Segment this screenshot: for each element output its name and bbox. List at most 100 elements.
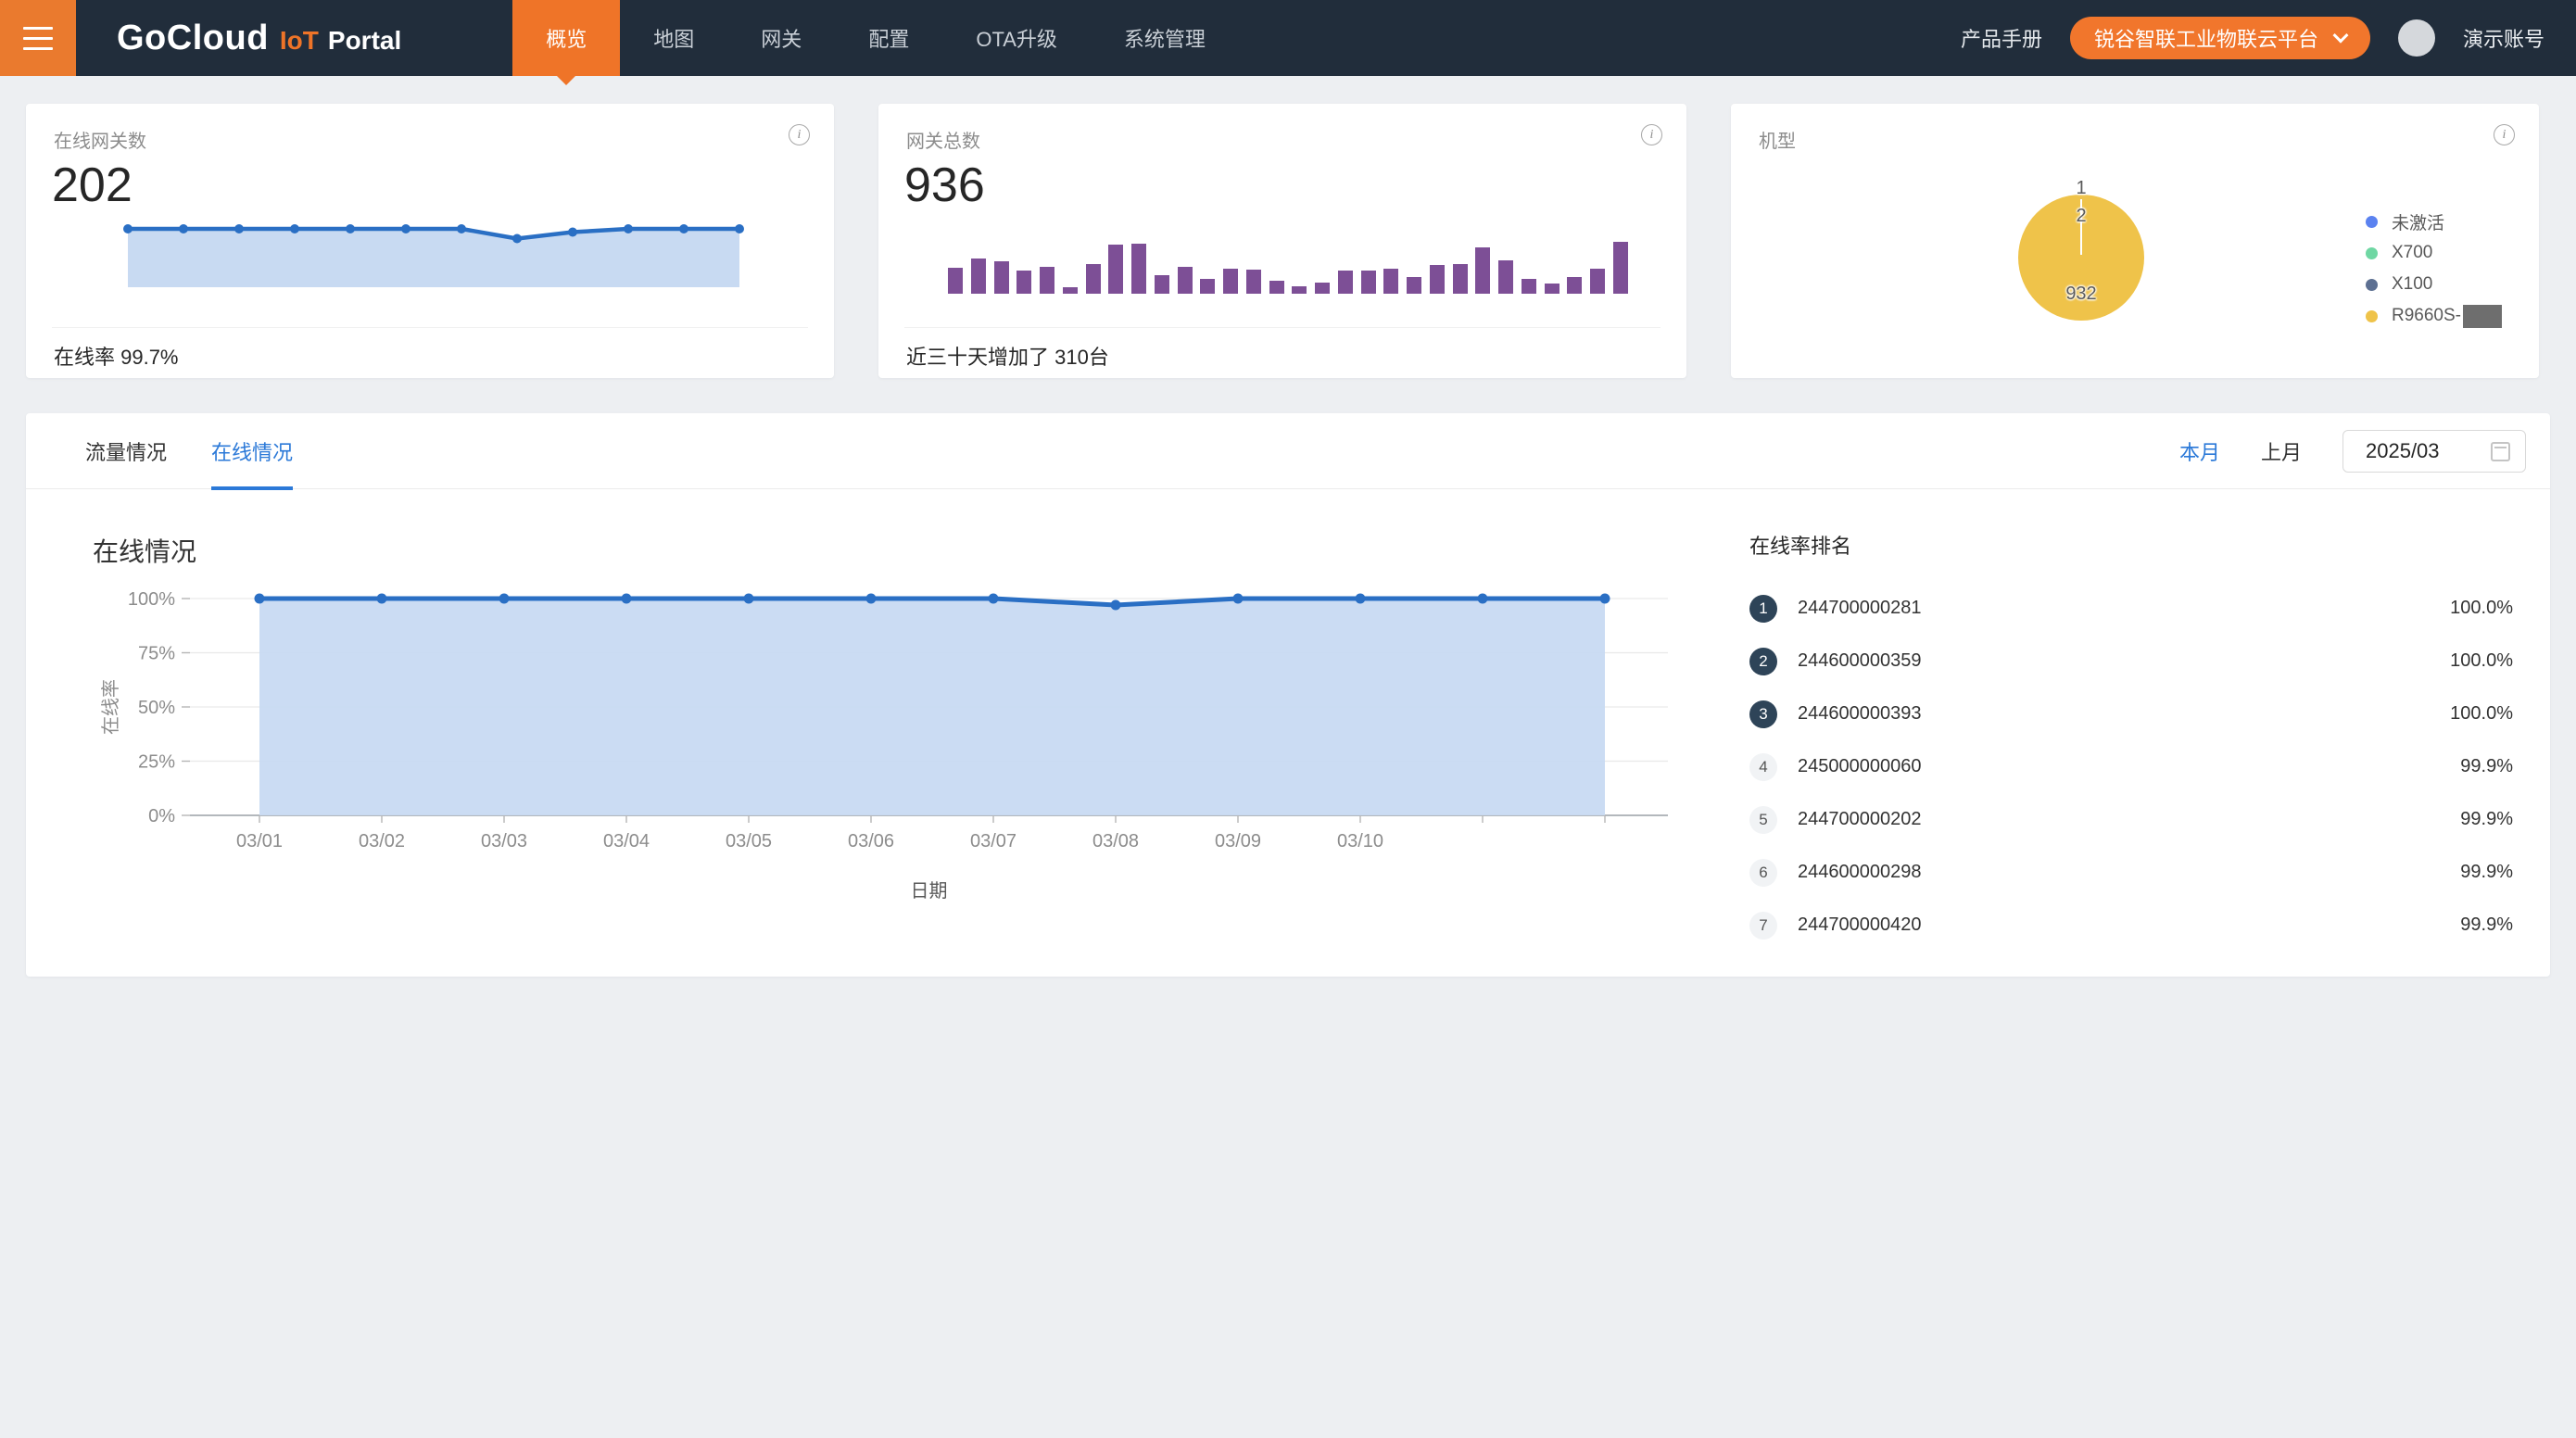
bar-22 [1452, 264, 1468, 294]
spark-point [457, 224, 466, 233]
nav-item-1[interactable]: 地图 [653, 28, 695, 51]
bar-0 [948, 268, 963, 294]
bar-5 [1062, 287, 1078, 294]
redacted-text-block [2463, 304, 2502, 328]
card-title: 在线网关数 [54, 132, 146, 152]
ranking-title: 在线率排名 [1749, 535, 1852, 558]
logo-gocloud: GoCloud [117, 18, 269, 57]
data-point [499, 593, 510, 604]
x-tick-label: 03/01 [236, 831, 283, 851]
bar-11 [1200, 279, 1216, 294]
spark-point [123, 224, 133, 233]
nav-item-3[interactable]: 配置 [868, 28, 910, 51]
spark-point [234, 224, 244, 233]
month-picker[interactable] [2342, 429, 2526, 473]
info-icon[interactable]: i [2494, 124, 2515, 145]
pie-label-leader-line [2080, 199, 2082, 255]
logo-portal: Portal [327, 25, 402, 55]
nav-item-0[interactable]: 概览 [512, 0, 621, 85]
bar-18 [1360, 271, 1376, 294]
x-tick-label: 03/04 [603, 831, 650, 851]
tenant-selector-label: 锐谷智联工业物联云平台 [2093, 28, 2318, 51]
x-axis-label: 日期 [911, 881, 948, 902]
last-month-button[interactable]: 上月 [2260, 440, 2302, 464]
total-growth-footer: 近三十天增加了 310台 [906, 346, 1109, 369]
bar-24 [1498, 260, 1513, 294]
tabs-row: 流量情况 在线情况 本月 上月 [26, 413, 2550, 490]
data-point [621, 593, 632, 604]
tenant-selector-button[interactable]: 锐谷智联工业物联云平台 [2069, 17, 2370, 59]
nav-item-5[interactable]: 系统管理 [1123, 28, 1206, 51]
legend-item-1[interactable]: X700 [2366, 237, 2502, 269]
online-gateways-sparkline-chart [123, 224, 744, 287]
legend-dot-icon [2366, 278, 2378, 291]
panel-content: 在线情况 0% 25% 50% 75% 100% 03/01 03/02 03/03 03/04… [26, 489, 2550, 952]
legend-dot-icon [2366, 309, 2378, 322]
chevron-down-icon [2332, 27, 2349, 44]
legend-label: 未激活 [2392, 213, 2445, 233]
ranking-row-2: 2 244600000359 100.0% [1749, 635, 2513, 687]
spark-point [346, 224, 355, 233]
info-icon[interactable]: i [1641, 124, 1662, 145]
bar-10 [1177, 267, 1193, 294]
card-total-gateways: 网关总数 i 936 近三十天增加了 310台 [878, 104, 1686, 378]
online-rate-area-chart: 0% 25% 50% 75% 100% 03/01 03/02 03/03 03/04 03/05… [100, 589, 1668, 902]
bar-29 [1612, 242, 1628, 294]
nav-item-4[interactable]: OTA升级 [976, 28, 1057, 51]
online-rate-line [259, 596, 1605, 608]
legend-item-2[interactable]: X100 [2366, 269, 2502, 300]
x-tick-label: 03/03 [481, 831, 527, 851]
bar-17 [1337, 271, 1353, 294]
online-rate-value: 99.9% [2460, 915, 2513, 935]
bar-14 [1269, 281, 1284, 294]
spark-point [568, 227, 577, 237]
nav-menu: 概览 地图 网关 配置 OTA升级 系统管理 [512, 0, 1239, 85]
chart-title: 在线情况 [93, 537, 197, 566]
online-rate-value: 99.9% [2460, 756, 2513, 776]
this-month-button[interactable]: 本月 [2178, 440, 2220, 464]
nav-item-2[interactable]: 网关 [761, 28, 802, 51]
top-nav: GoCloud IoT Portal 概览 地图 网关 配置 OTA升级 系统管理 产品手… [0, 0, 2576, 85]
spark-point [735, 224, 744, 233]
online-rate-value: 99.9% [2460, 862, 2513, 882]
y-axis-label: 在线率 [100, 679, 121, 735]
card-online-gateways: 在线网关数 i 202 在线率 99.7% [26, 104, 834, 378]
bar-2 [993, 261, 1009, 294]
total-gateways-bar-chart [948, 242, 1628, 294]
x-tick-label: 03/08 [1092, 831, 1139, 851]
total-gateways-value: 936 [904, 158, 985, 212]
tab-0[interactable]: 流量情况 [85, 440, 168, 464]
legend-label: X100 [2392, 274, 2433, 294]
product-manual-link[interactable]: 产品手册 [1960, 28, 2042, 51]
gateway-id: 244700000420 [1798, 915, 1922, 935]
bar-26 [1544, 284, 1559, 294]
bar-16 [1315, 283, 1330, 294]
legend-item-0[interactable]: 未激活 [2366, 206, 2502, 237]
data-point [865, 593, 877, 604]
avatar[interactable] [2397, 19, 2435, 57]
card-models: 机型 i 1 2 932 未激活 X700 X100 R9660S- [1731, 104, 2539, 378]
legend-item-3[interactable]: R9660S- [2366, 300, 2502, 332]
card-title: 机型 [1759, 132, 1796, 152]
rank-badge: 1 [1749, 594, 1777, 623]
info-icon[interactable]: i [789, 124, 810, 145]
gateway-id: 245000000060 [1798, 756, 1922, 776]
gateway-id: 244600000298 [1798, 862, 1922, 882]
bar-4 [1040, 267, 1054, 294]
pie-label: 932 [2065, 284, 2097, 304]
tab-1[interactable]: 在线情况 [211, 413, 294, 490]
x-tick-label: 03/09 [1215, 831, 1261, 851]
ranking-row-7: 7 244700000420 99.9% [1749, 899, 2513, 952]
legend-label: X700 [2392, 243, 2433, 262]
online-rate-value: 99.9% [2460, 809, 2513, 829]
x-tick-label: 03/06 [848, 831, 894, 851]
month-picker-input[interactable] [2364, 437, 2494, 464]
logo-iot: IoT [279, 25, 319, 55]
hamburger-menu-icon[interactable] [0, 0, 76, 76]
rank-badge: 5 [1749, 805, 1777, 834]
app-logo: GoCloud IoT Portal [117, 19, 401, 58]
bar-12 [1223, 269, 1238, 294]
tabs: 流量情况 在线情况 [85, 413, 337, 490]
